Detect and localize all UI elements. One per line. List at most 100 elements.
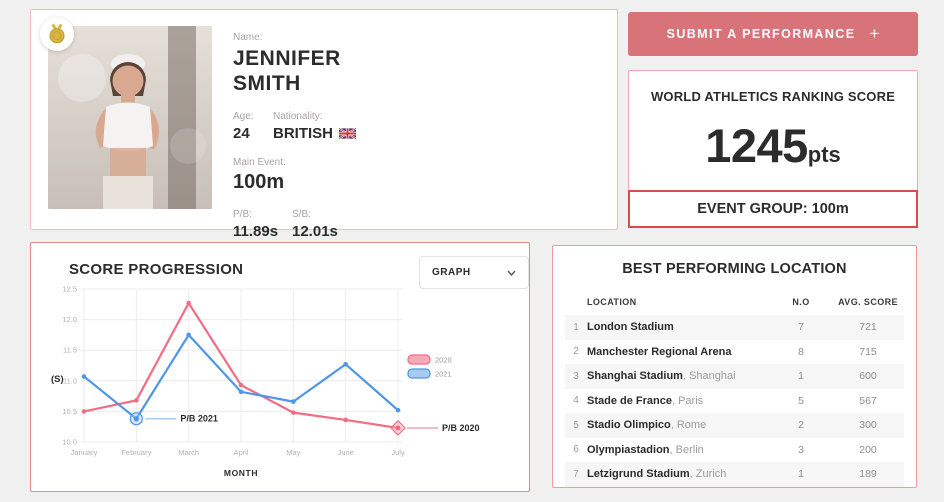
row-avg-score: 189 (859, 468, 877, 481)
row-no: 5 (798, 394, 804, 407)
row-rank: 6 (573, 444, 579, 456)
row-rank: 3 (573, 370, 579, 382)
gold-medal-icon (40, 17, 74, 51)
svg-text:2021: 2021 (435, 370, 452, 379)
athlete-photo-image (48, 26, 212, 209)
score-progression-title: SCORE PROGRESSION (69, 261, 244, 278)
row-location-name: Manchester Regional Arena (587, 345, 732, 358)
ranking-score-title: WORLD ATHLETICS RANKING SCORE (650, 89, 896, 104)
age-value: 24 (233, 125, 250, 142)
row-location-city: , Zurich (689, 468, 727, 481)
row-avg-score: 600 (859, 370, 877, 383)
row-no: 1 (798, 370, 804, 383)
row-rank: 7 (573, 468, 579, 480)
row-avg-score: 721 (859, 321, 877, 334)
row-rank: 2 (573, 346, 579, 358)
row-no: 2 (798, 419, 804, 432)
nationality-value: BRITISH (273, 125, 333, 142)
svg-text:April: April (233, 448, 248, 457)
svg-text:12.5: 12.5 (62, 285, 77, 294)
location-table-body: 1 London Stadium 7 721 2 Manchester Regional … (565, 315, 904, 487)
table-row: 5 Stadio Olimpico, Rome 2 300 (565, 413, 904, 438)
svg-text:P/B 2021: P/B 2021 (180, 414, 218, 424)
ranking-score: 1245 pts (629, 118, 917, 173)
svg-text:February: February (121, 448, 151, 457)
row-location-name: Shanghai Stadium, Shanghai (587, 370, 736, 383)
row-avg-score: 300 (859, 419, 877, 432)
svg-text:July: July (391, 448, 405, 457)
score-chart-svg: 10.0 10.5 11.0 11.5 12.0 12.5 January February M… (51, 285, 480, 479)
ranking-score-card: WORLD ATHLETICS RANKING SCORE 1245 pts E… (628, 70, 918, 228)
svg-text:January: January (71, 448, 98, 457)
ranking-score-unit: pts (807, 142, 841, 167)
row-no: 1 (798, 468, 804, 481)
score-progression-card: SCORE PROGRESSION GRAPH 10.0 10.5 11.0 11.5… (30, 242, 530, 492)
row-avg-score: 715 (859, 345, 877, 358)
svg-text:12.0: 12.0 (62, 315, 77, 324)
athlete-name: JENNIFER SMITH (233, 46, 603, 96)
name-label: Name: (233, 32, 263, 43)
graph-view-selected: GRAPH (432, 267, 471, 278)
sb-value: 12.01s (292, 223, 338, 240)
svg-text:10.5: 10.5 (62, 407, 77, 416)
pb-value: 11.89s (233, 223, 279, 240)
svg-text:(S): (S) (51, 374, 64, 385)
profile-info: Name: JENNIFER SMITH Age: 24 Nationality… (233, 32, 603, 240)
chevron-down-icon (507, 270, 516, 276)
athlete-first-name: JENNIFER (233, 47, 341, 70)
row-location-name: Olympiastadion, Berlin (587, 443, 704, 456)
plus-icon: + (869, 24, 880, 43)
row-avg-score: 200 (859, 443, 877, 456)
svg-text:May: May (286, 448, 300, 457)
row-rank: 4 (573, 395, 579, 407)
row-rank: 5 (573, 419, 579, 431)
row-location-name: Stade de France, Paris (587, 394, 704, 407)
column-no: N.O (792, 297, 810, 307)
svg-text:P/B 2020: P/B 2020 (442, 423, 480, 433)
age-label: Age: (233, 111, 254, 122)
row-location-name: Letzigrund Stadium, Zurich (587, 468, 727, 481)
main-event-label: Main Event: (233, 157, 286, 168)
main-event-value: 100m (233, 171, 285, 193)
best-location-title: BEST PERFORMING LOCATION (622, 261, 847, 277)
table-row: 7 Letzigrund Stadium, Zurich 1 189 (565, 462, 904, 487)
row-location-city: , Berlin (669, 443, 704, 456)
row-no: 7 (798, 321, 804, 334)
table-row: 2 Manchester Regional Arena 8 715 (565, 340, 904, 365)
svg-text:March: March (178, 448, 199, 457)
row-location-city: , Shanghai (682, 370, 736, 383)
svg-text:2020: 2020 (435, 356, 452, 365)
svg-text:11.0: 11.0 (63, 376, 77, 385)
svg-text:MONTH: MONTH (224, 468, 258, 478)
column-avg-score: AVG. SCORE (838, 297, 898, 307)
profile-card: Name: JENNIFER SMITH Age: 24 Nationality… (30, 9, 618, 240)
column-location: LOCATION (587, 297, 637, 307)
svg-text:10.0: 10.0 (62, 438, 77, 447)
sb-label: S/B: (292, 209, 311, 220)
row-location-name: London Stadium (587, 321, 674, 334)
row-avg-score: 567 (859, 394, 877, 407)
row-no: 3 (798, 443, 804, 456)
submit-performance-label: SUBMIT A PERFORMANCE (666, 27, 856, 41)
table-row: 4 Stade de France, Paris 5 567 (565, 389, 904, 414)
table-row: 6 Olympiastadion, Berlin 3 200 (565, 438, 904, 463)
location-table-header: LOCATION N.O AVG. SCORE (565, 291, 904, 313)
graph-view-dropdown[interactable]: GRAPH (419, 256, 529, 289)
svg-text:June: June (338, 448, 354, 457)
best-location-card: BEST PERFORMING LOCATION LOCATION N.O AV… (552, 245, 917, 488)
row-location-name: Stadio Olimpico, Rome (587, 419, 707, 432)
score-progression-chart: 10.0 10.5 11.0 11.5 12.0 12.5 January February M… (43, 277, 523, 490)
row-no: 8 (798, 345, 804, 358)
table-row: 1 London Stadium 7 721 (565, 315, 904, 340)
row-rank: 1 (573, 321, 579, 333)
athlete-last-name: SMITH (233, 72, 301, 95)
table-row: 3 Shanghai Stadium, Shanghai 1 600 (565, 364, 904, 389)
ranking-score-value: 1245 (705, 119, 808, 172)
pb-label: P/B: (233, 209, 252, 220)
row-location-city: , Rome (670, 419, 707, 432)
athlete-photo (40, 17, 212, 209)
submit-performance-button[interactable]: SUBMIT A PERFORMANCE + (628, 12, 918, 56)
event-group-banner: EVENT GROUP: 100m (628, 190, 918, 228)
svg-text:11.5: 11.5 (63, 346, 77, 355)
